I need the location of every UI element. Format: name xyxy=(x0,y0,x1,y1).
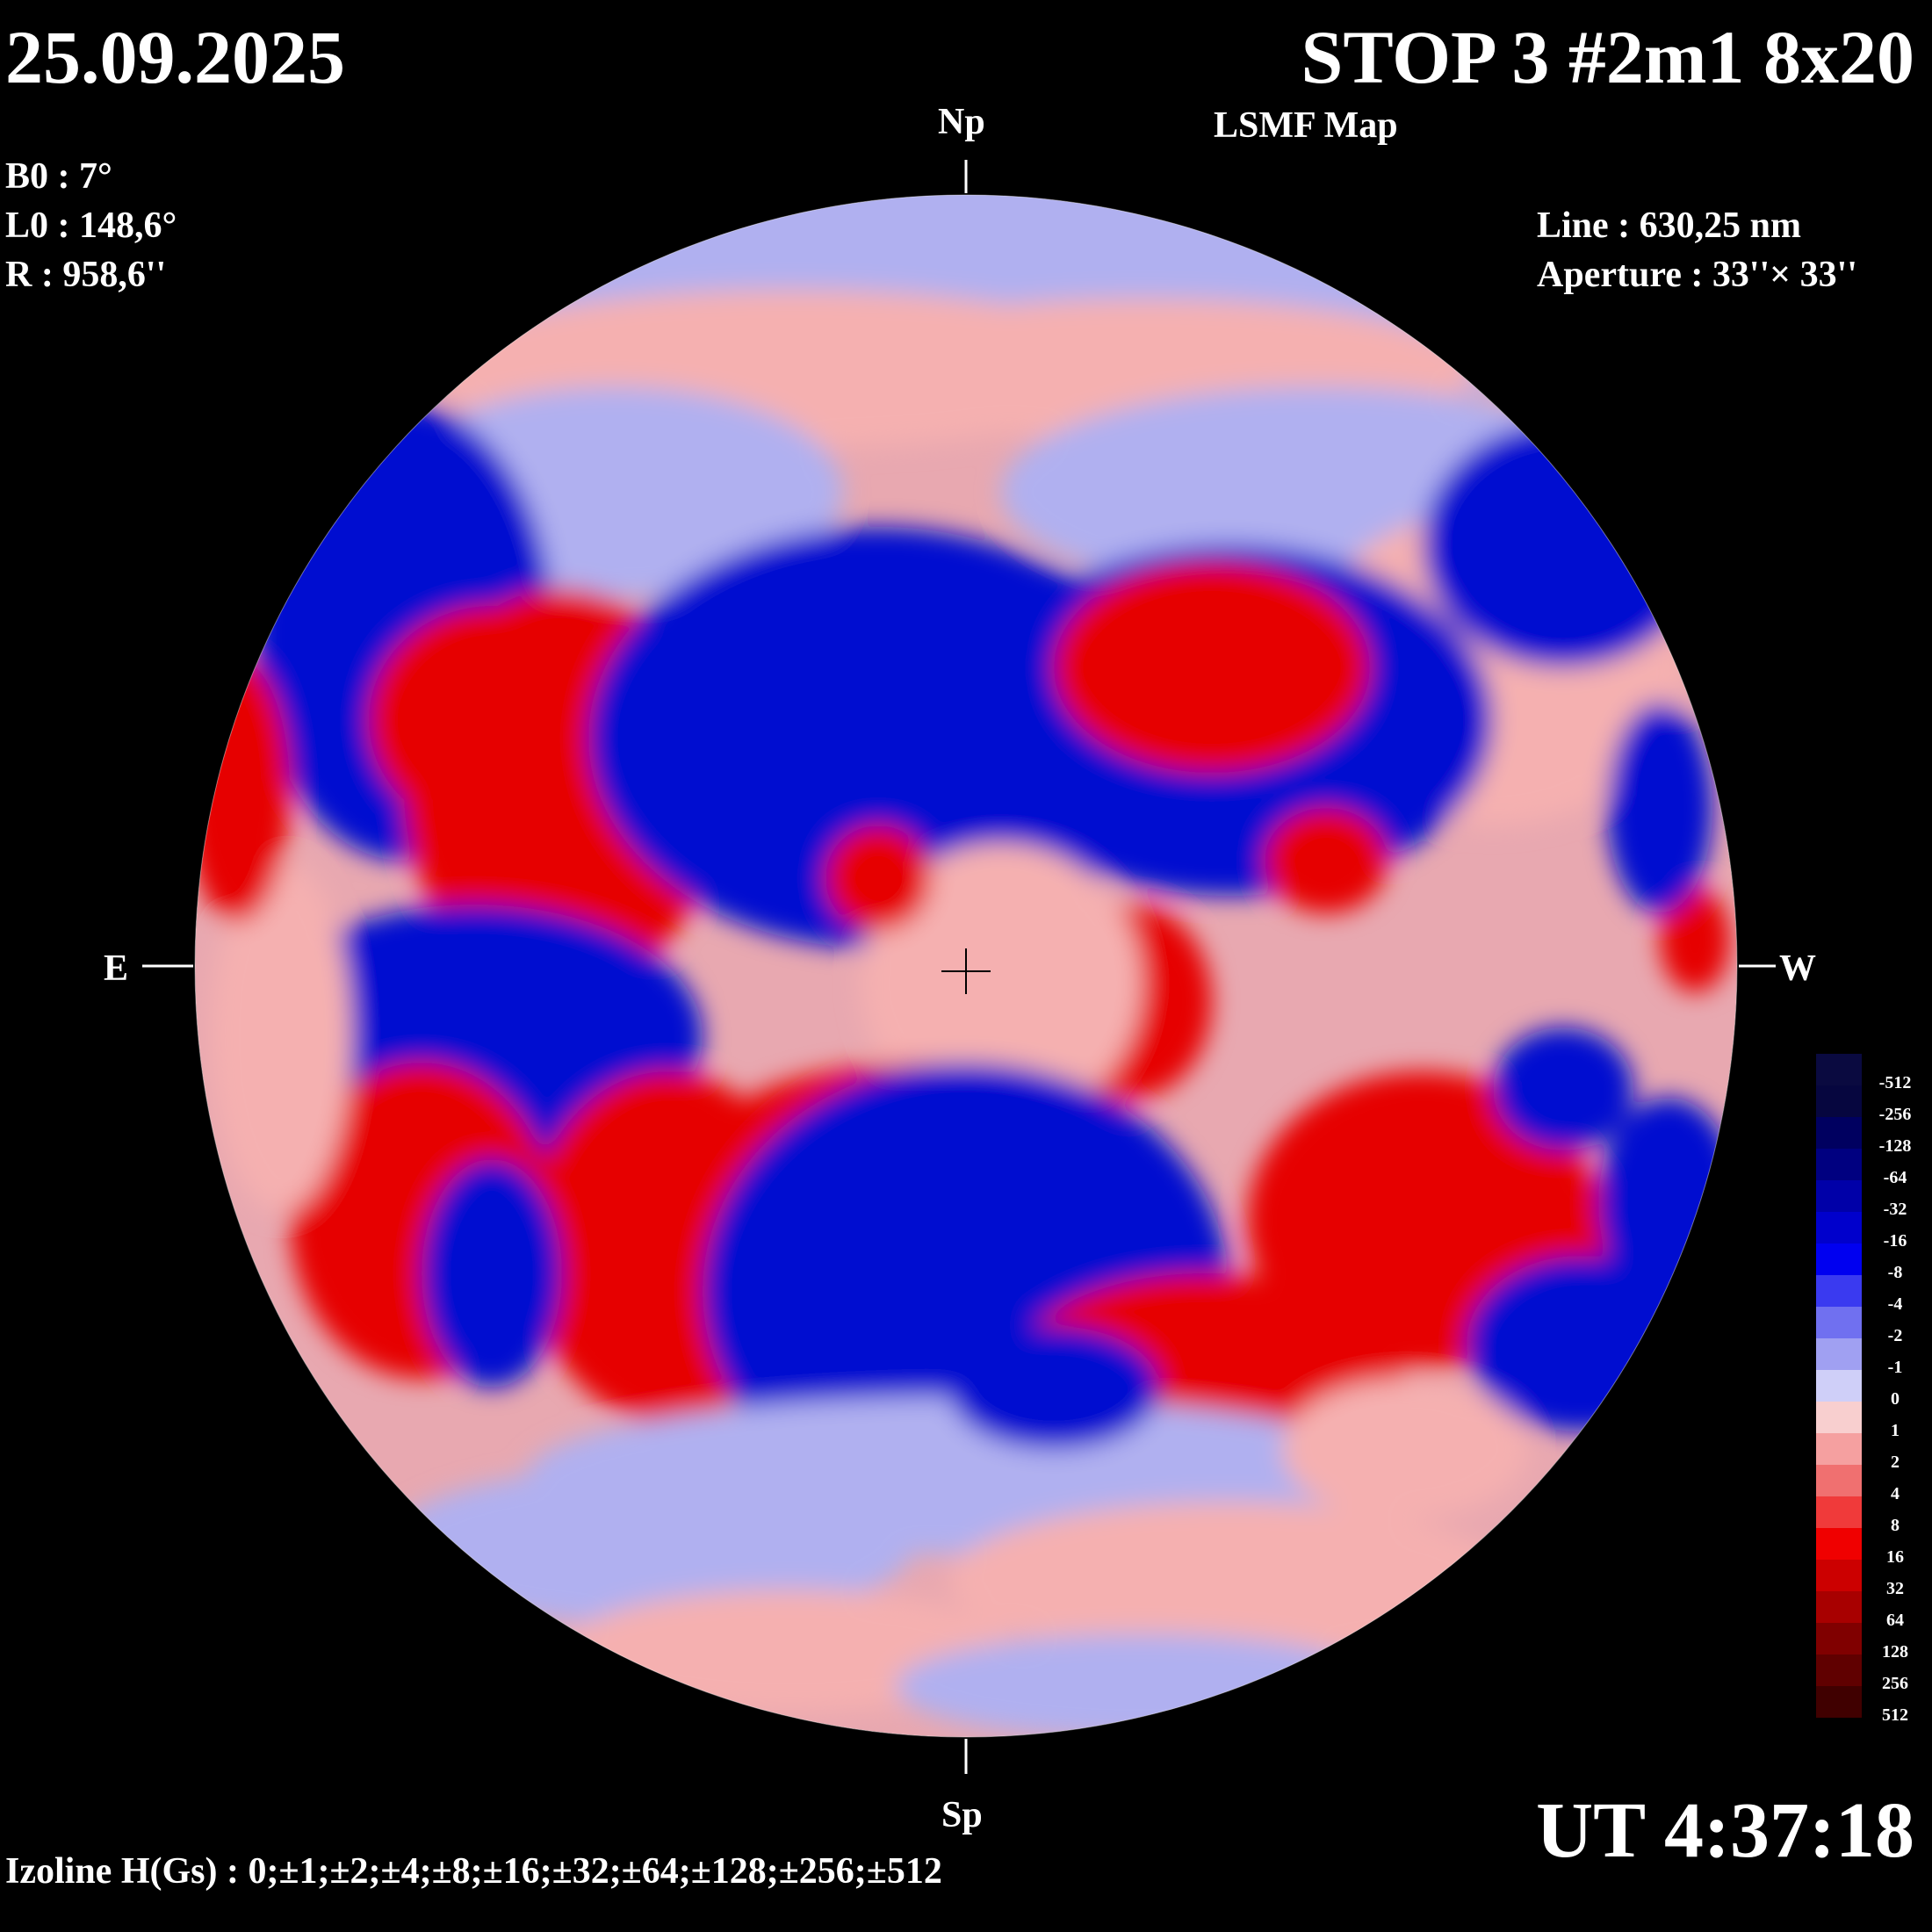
scale-label: -1 xyxy=(1887,1358,1903,1377)
scale-swatch xyxy=(1816,1149,1862,1180)
scale-label: 32 xyxy=(1886,1579,1904,1598)
east-label: E xyxy=(104,948,129,989)
scale-swatch xyxy=(1816,1433,1862,1465)
field-region xyxy=(861,843,1142,1124)
b0-label: B0 : 7° xyxy=(5,156,112,197)
line-label: Line : 630,25 nm xyxy=(1537,205,1802,246)
scale-label: -4 xyxy=(1887,1294,1903,1314)
scale-label: -8 xyxy=(1887,1263,1903,1282)
field-region xyxy=(1265,808,1388,913)
scale-swatch xyxy=(1816,1496,1862,1528)
scale-label: -128 xyxy=(1878,1136,1912,1156)
field-region xyxy=(1282,1379,1528,1519)
scale-swatch xyxy=(1816,1212,1862,1244)
scale-swatch xyxy=(1816,1085,1862,1117)
scale-label: -32 xyxy=(1883,1200,1907,1219)
scale-label: -256 xyxy=(1878,1105,1912,1124)
scale-swatch xyxy=(1816,1623,1862,1654)
south-label: Sp xyxy=(941,1795,983,1835)
scale-label: -16 xyxy=(1883,1231,1907,1251)
scale-label: -512 xyxy=(1878,1073,1912,1092)
l0-label: L0 : 148,6° xyxy=(5,205,177,246)
scale-swatch xyxy=(1816,1244,1862,1275)
aperture-label: Aperture : 33''× 33'' xyxy=(1537,255,1857,295)
scale-label: 512 xyxy=(1882,1705,1908,1725)
field-region xyxy=(948,1502,1510,1660)
scale-label: 4 xyxy=(1891,1484,1900,1503)
date-label: 25.09.2025 xyxy=(5,15,345,99)
solar-disk xyxy=(195,195,1737,1737)
scale-swatch xyxy=(1816,1117,1862,1149)
field-region xyxy=(386,1467,913,1625)
scale-swatch xyxy=(1816,1180,1862,1212)
field-region xyxy=(1493,1027,1633,1150)
scale-swatch xyxy=(1816,1654,1862,1686)
disk-limb xyxy=(194,194,1738,1738)
scale-label: 256 xyxy=(1882,1674,1908,1693)
scale-swatch xyxy=(1816,1528,1862,1560)
scale-swatch xyxy=(1816,1465,1862,1496)
field-region xyxy=(1607,703,1712,913)
west-label: W xyxy=(1779,948,1816,989)
scale-swatch xyxy=(1816,1275,1862,1307)
field-region xyxy=(211,861,351,1212)
field-region xyxy=(896,1633,1388,1737)
field-region xyxy=(1054,562,1370,773)
field-region xyxy=(825,825,931,931)
station-title: STOP 3 #2m1 8x20 xyxy=(1301,15,1914,99)
izoline-label: Izoline H(Gs) : 0;±1;±2;±4;±8;±16;±32;±6… xyxy=(5,1851,942,1892)
scale-swatch xyxy=(1816,1686,1862,1718)
field-region xyxy=(369,606,615,834)
scale-swatch xyxy=(1816,1591,1862,1623)
field-region xyxy=(422,1159,562,1388)
field-region xyxy=(1660,887,1730,992)
scale-swatch xyxy=(1816,1560,1862,1591)
scale-swatch xyxy=(1816,1054,1862,1085)
north-label: Np xyxy=(938,102,985,142)
scale-label: 128 xyxy=(1882,1642,1908,1662)
scale-label: 0 xyxy=(1891,1389,1900,1409)
scale-label: 2 xyxy=(1891,1453,1900,1472)
field-region xyxy=(948,1326,1159,1449)
scale-swatch xyxy=(1816,1307,1862,1338)
radius-label: R : 958,6'' xyxy=(5,255,167,295)
scale-label: -64 xyxy=(1883,1168,1907,1187)
scale-label: -2 xyxy=(1887,1326,1903,1345)
scale-label: 64 xyxy=(1886,1611,1904,1630)
field-region xyxy=(195,659,290,922)
map-subtitle: LSMF Map xyxy=(1214,105,1398,146)
scale-swatch xyxy=(1816,1370,1862,1402)
scale-label: 16 xyxy=(1886,1547,1904,1567)
scale-swatch xyxy=(1816,1402,1862,1433)
scale-swatch xyxy=(1816,1338,1862,1370)
color-scale-bar xyxy=(1816,1054,1862,1718)
scale-label: 1 xyxy=(1891,1421,1900,1440)
scale-label: 8 xyxy=(1891,1516,1900,1535)
ut-time: UT 4:37:18 xyxy=(1536,1787,1914,1874)
field-region xyxy=(1423,422,1704,667)
